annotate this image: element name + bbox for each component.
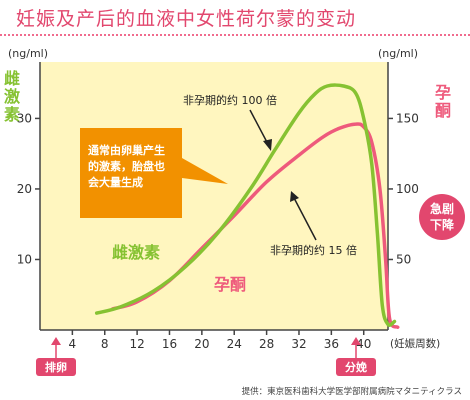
x-tick-label: 20 [194, 337, 209, 351]
annotation-estrogen-ratio: 非孕期的约 100 倍 [183, 93, 277, 107]
decline-badge-line-1: 急剧 [430, 201, 454, 216]
left-axis-label-char-3: 素 [4, 105, 20, 124]
delivery-badge [336, 358, 376, 376]
delivery-label: 分娩 [345, 360, 367, 374]
x-axis-label: (妊娠周数) [390, 337, 440, 350]
ovulation-label: 排卵 [45, 360, 67, 374]
credit-text: 提供：東京医科歯科大学医学部附属病院マタニティクラス [242, 386, 462, 397]
left-tick-label: 30 [17, 111, 32, 125]
left-axis-ticks: 10 20 30 [17, 111, 40, 266]
left-axis-unit: (ng/ml) [8, 47, 48, 60]
ovulation-badge [36, 358, 76, 376]
annotation-progesterone-arrow [292, 195, 317, 241]
right-tick-label: 50 [396, 252, 411, 266]
right-axis-label-char-2: 酮 [435, 101, 451, 120]
x-tick-label: 32 [291, 337, 306, 351]
x-tick-label: 16 [162, 337, 177, 351]
left-axis-label-char-1: 雌 [4, 69, 20, 88]
callout-line-1: 通常由卵巢产生 [88, 143, 165, 157]
annotation-progesterone-arrowhead [290, 191, 299, 202]
x-tick-label: 36 [324, 337, 339, 351]
left-tick-label: 10 [17, 252, 32, 266]
left-axis-label-char-2: 激 [4, 87, 20, 106]
annotation-estrogen-arrow [249, 109, 270, 147]
callout-bubble [80, 128, 228, 218]
estrogen-curve-label: 雌激素 [112, 243, 160, 262]
right-axis-label-char-1: 孕 [435, 83, 451, 102]
ovulation-arrowhead [51, 337, 61, 345]
left-tick-label: 20 [17, 182, 32, 196]
right-axis-ticks: 50 100 150 [388, 111, 419, 266]
annotation-progesterone-ratio: 非孕期的约 15 倍 [270, 243, 357, 257]
decline-badge-line-2: 下降 [430, 217, 455, 232]
delivery-arrowhead [351, 337, 361, 345]
x-tick-label: 40 [356, 337, 371, 351]
estrogen-series-line [94, 83, 397, 327]
progesterone-curve-label: 孕酮 [214, 275, 246, 294]
x-tick-label: 28 [259, 337, 274, 351]
decline-badge [419, 194, 465, 240]
series-layer [94, 83, 400, 329]
x-tick-label: 8 [101, 337, 109, 351]
x-tick-label: 24 [227, 337, 242, 351]
annotation-estrogen-arrowhead [263, 139, 272, 151]
right-axis-unit: (ng/ml) [378, 47, 418, 60]
callout-line-2: 的激素，胎盘也 [88, 159, 165, 173]
x-tick-label: 4 [69, 337, 77, 351]
title-bar: 妊娠及产后的血液中女性荷尔蒙的变动 [0, 0, 470, 36]
right-tick-label: 150 [396, 111, 419, 125]
callout-line-3: 会大量生成 [88, 175, 143, 189]
right-tick-label: 100 [396, 182, 419, 196]
x-axis-ticks: 4 8 12 16 20 24 28 32 36 40 [69, 330, 371, 351]
x-tick-label: 12 [129, 337, 144, 351]
chart-title: 妊娠及产后的血液中女性荷尔蒙的变动 [16, 8, 357, 30]
